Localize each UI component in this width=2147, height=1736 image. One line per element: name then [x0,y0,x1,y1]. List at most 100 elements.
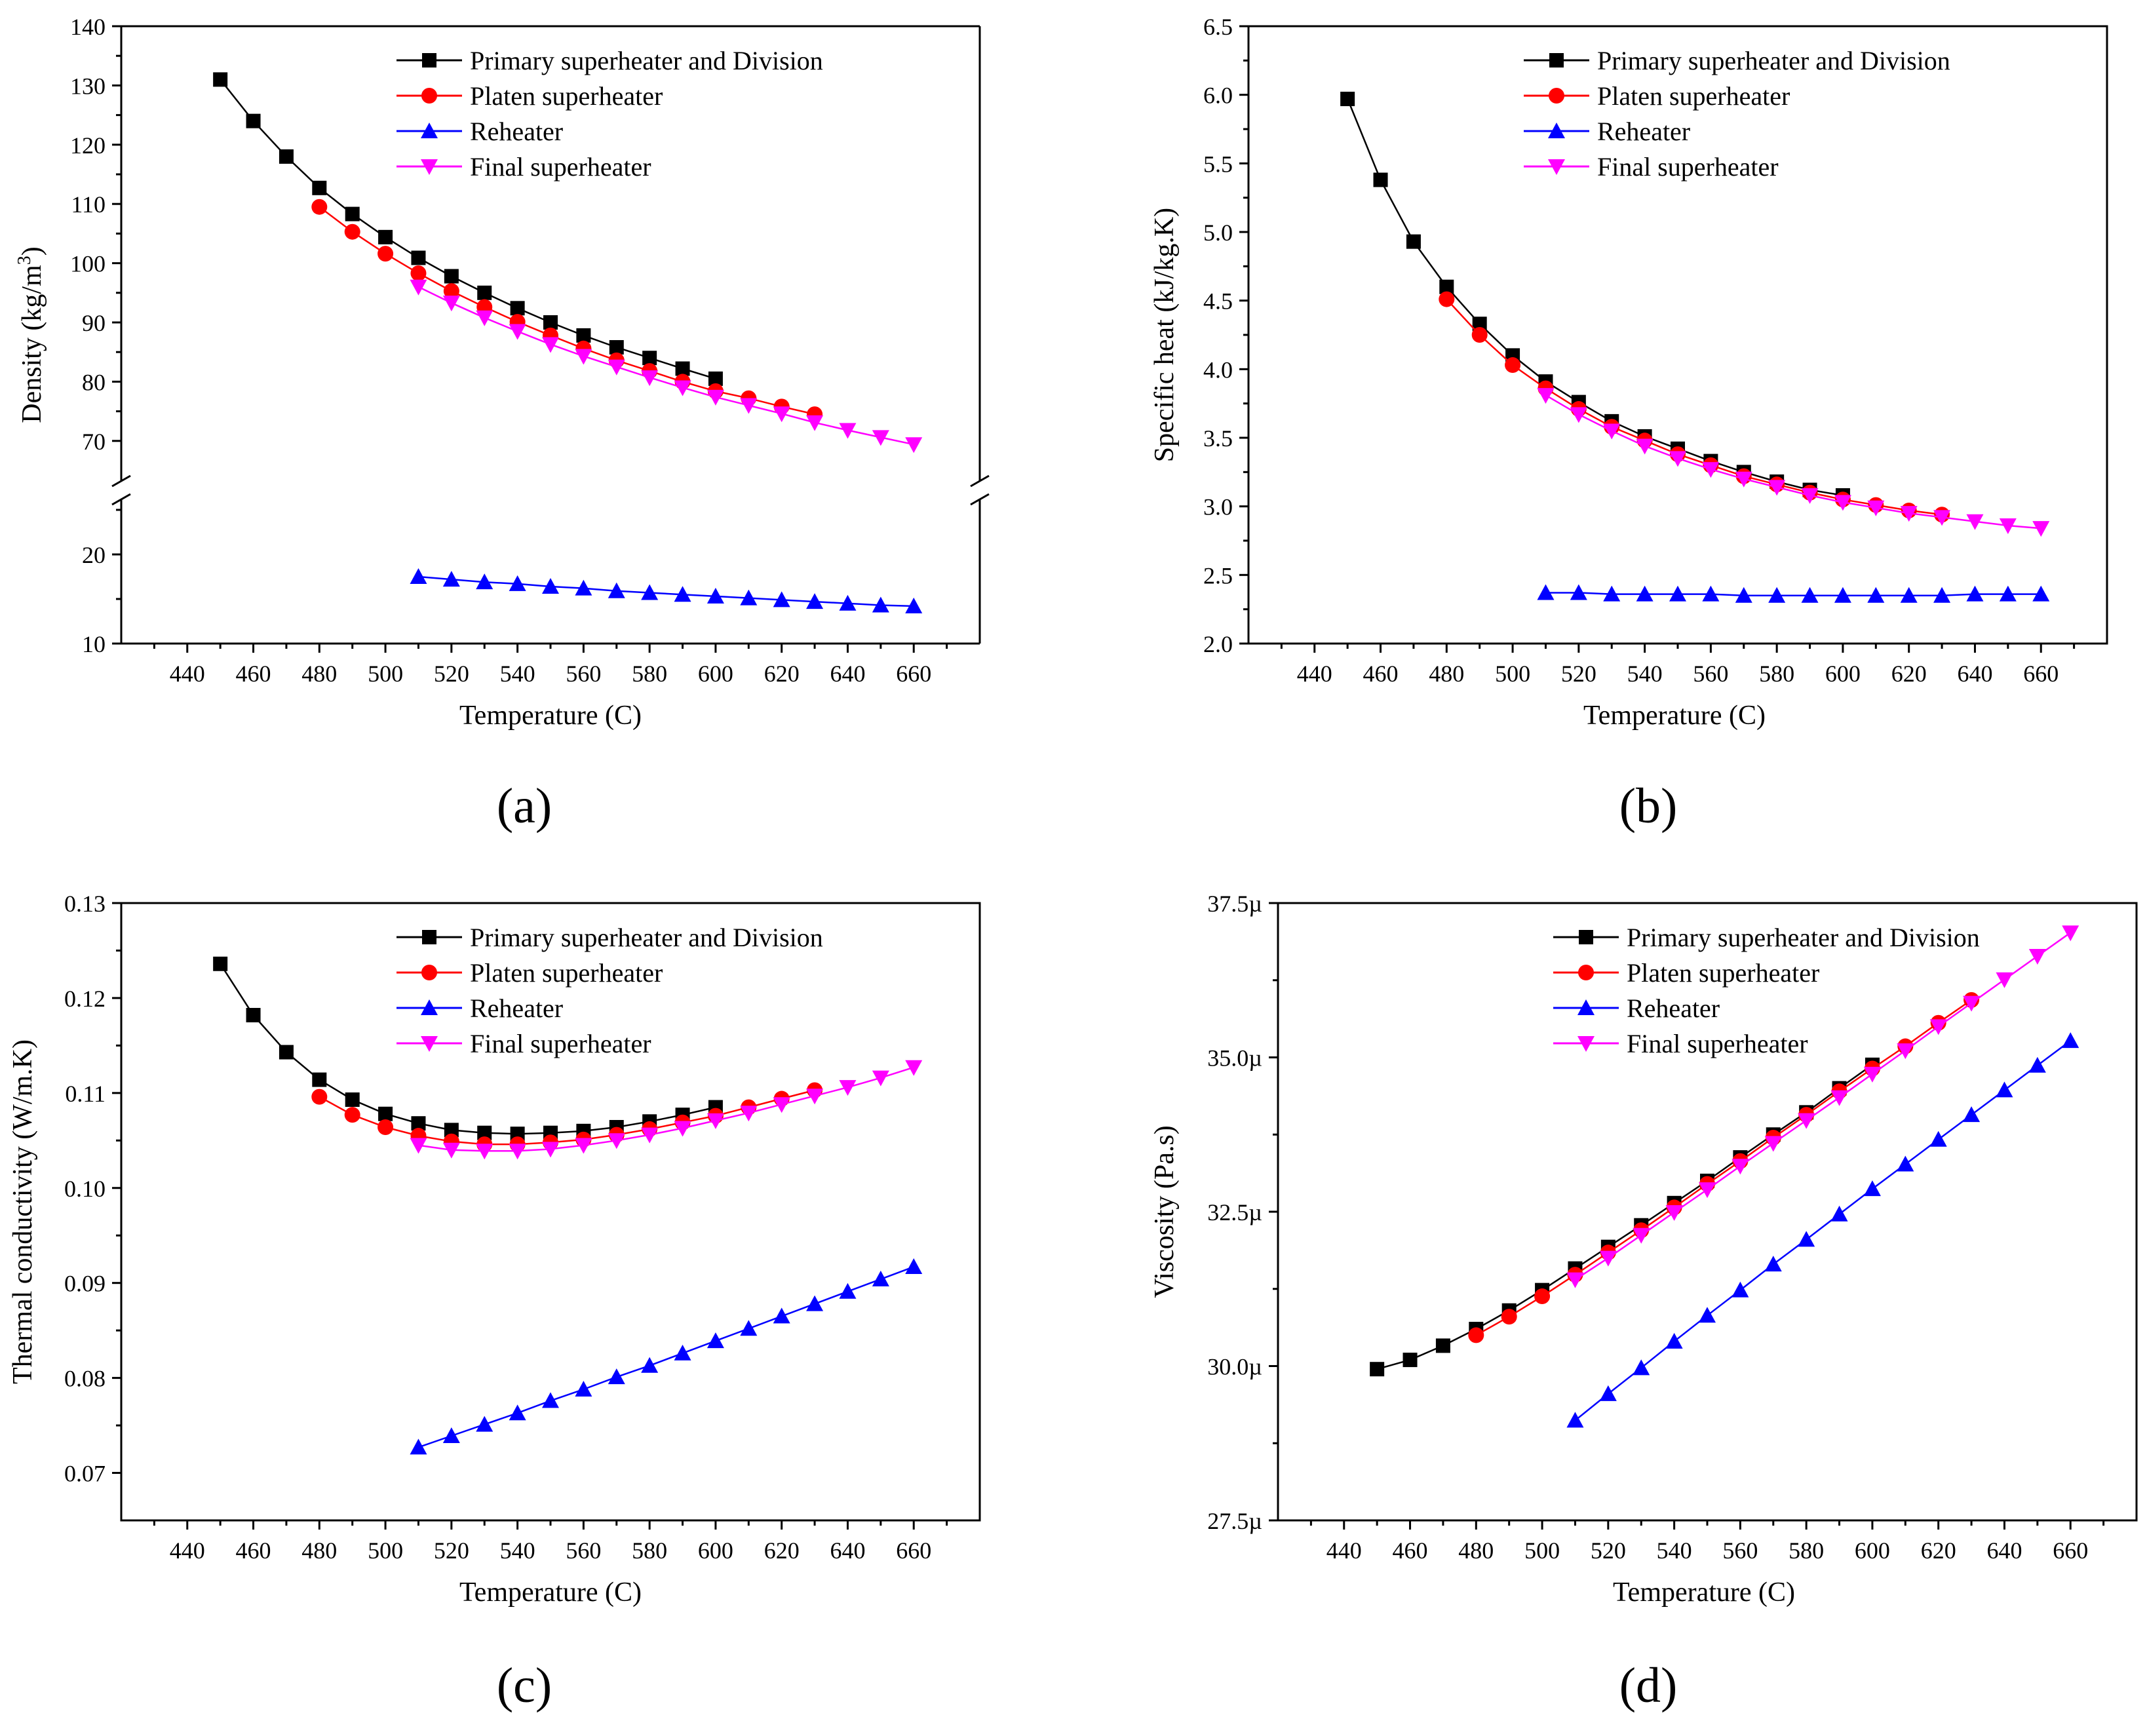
y-tick-label: 70 [82,429,106,455]
data-point [1735,587,1752,603]
x-tick-label: 500 [368,1537,403,1564]
data-point [706,1332,724,1349]
data-point [2028,949,2046,965]
data-point [476,1416,493,1432]
data-point [444,269,459,284]
data-point [1764,1136,1782,1152]
x-tick-label: 640 [1957,661,1992,687]
data-point [576,328,591,343]
data-point [410,279,427,296]
y-axis-label: Viscosity (Pa.s) [1150,1125,1180,1298]
x-tick-label: 480 [1429,661,1464,687]
data-point [1834,587,1851,603]
data-point [509,324,526,340]
y-tick-label: 32.5µ [1207,1199,1262,1225]
legend-marker-final [421,159,438,175]
data-point [608,1133,625,1149]
legend-marker-final [1577,1036,1595,1052]
legend-label-reheater: Reheater [1597,117,1690,146]
data-point [872,1070,889,1087]
data-point [1534,1288,1551,1305]
y-tick-label: 5.0 [1203,220,1233,246]
data-point [1900,587,1918,603]
data-point [476,310,493,326]
x-tick-label: 440 [1326,1537,1362,1564]
x-tick-label: 560 [566,661,601,687]
data-point [1603,585,1621,602]
data-point [740,589,758,606]
x-tick-label: 460 [1393,1537,1428,1564]
panel-label: (b) [1619,779,1678,834]
data-point [1963,995,1981,1012]
data-point [706,1113,724,1129]
data-point [608,582,625,598]
data-point [1863,1066,1881,1083]
data-point [1570,407,1587,423]
legend-label-primary: Primary superheater and Division [1627,923,1980,952]
data-point [1764,1256,1782,1272]
legend-label-platen: Platen superheater [470,81,663,111]
series-reheater [410,568,923,613]
legend-label-final: Final superheater [1627,1029,1808,1058]
chart-c: 440 460 480 500 520 540 560 580 600 620 640 660 0.07… [8,891,981,1713]
y-axis-label: Specific heat (kJ/kg.K) [1150,208,1180,462]
series-line-platen [1475,999,1972,1336]
data-point [773,1307,790,1324]
series-line-reheater [418,575,914,608]
data-point [1834,495,1851,511]
data-point [806,415,824,431]
y-tick-label: 3.5 [1203,425,1233,452]
data-point [905,437,923,453]
series-primary [213,72,723,386]
data-point [378,1106,393,1121]
x-tick-label: 560 [1722,1537,1758,1564]
y-tick-label: 80 [82,369,106,395]
data-point [1373,172,1388,187]
data-point [213,72,228,87]
data-point [442,296,460,312]
legend-label-platen: Platen superheater [1627,958,1819,988]
data-point [509,575,526,591]
y-tick-label: 27.5µ [1207,1508,1262,1534]
data-point [410,568,427,584]
x-tick-label: 460 [236,1537,271,1564]
x-tick-label: 580 [1759,661,1794,687]
data-point [1897,1043,1914,1060]
data-point [1731,1159,1749,1175]
x-tick-label: 460 [1363,661,1399,687]
data-point [575,1138,592,1154]
data-point [311,1089,328,1105]
data-point [674,1121,691,1137]
series-final [1537,388,2050,537]
y-tick-label: 0.11 [65,1081,106,1107]
y-tick-label: 120 [70,132,106,159]
data-point [344,1107,360,1123]
legend-label-reheater: Reheater [470,993,563,1023]
data-point [345,206,360,222]
series-line-platen [319,206,815,415]
x-tick-label: 480 [301,661,337,687]
x-axis-label: Temperature (C) [459,1577,642,1608]
data-point [1566,1412,1584,1428]
legend-label-reheater: Reheater [470,117,563,146]
x-tick-label: 540 [500,1537,535,1564]
data-point [1830,1090,1848,1106]
data-point [411,250,426,265]
data-point [1933,587,1951,603]
data-point [1406,234,1421,249]
series-line-final [417,286,914,446]
data-point [1537,388,1555,404]
y-tick-label: 0.13 [64,891,106,917]
y-tick-label: 90 [82,310,106,336]
data-point [345,1092,360,1107]
data-point [675,361,690,376]
data-point [543,315,558,330]
legend-label-platen: Platen superheater [470,958,663,988]
data-point [1999,518,2017,534]
data-point [575,349,592,365]
data-point [1537,584,1555,600]
data-point [2062,925,2079,942]
legend: Primary superheater and Division Platen s… [397,46,823,182]
data-point [1439,291,1455,307]
